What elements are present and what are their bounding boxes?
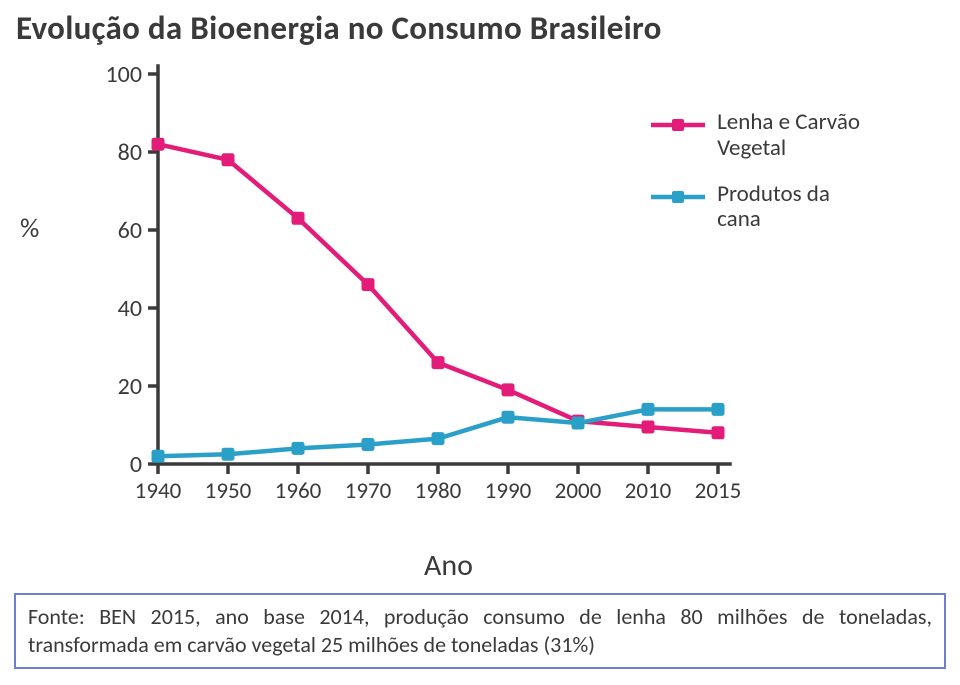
y-axis-label: % [20, 212, 39, 245]
legend-swatch [651, 116, 705, 134]
svg-text:2015: 2015 [695, 477, 742, 505]
source-box: Fonte: BEN 2015, ano base 2014, produção… [14, 593, 946, 669]
svg-text:0: 0 [130, 450, 142, 479]
svg-text:1970: 1970 [345, 477, 392, 505]
svg-text:1940: 1940 [135, 477, 182, 505]
svg-text:2010: 2010 [625, 477, 672, 505]
legend-label: Lenha e Carvão Vegetal [717, 110, 860, 162]
x-axis-label: Ano [424, 547, 473, 584]
legend-item: Lenha e Carvão Vegetal [651, 110, 860, 162]
page-title: Evolução da Bioenergia no Consumo Brasil… [16, 8, 946, 48]
svg-text:1960: 1960 [275, 477, 322, 505]
svg-text:80: 80 [118, 138, 142, 167]
svg-text:60: 60 [118, 216, 142, 245]
slide-page: Evolução da Bioenergia no Consumo Brasil… [0, 0, 960, 685]
svg-text:100: 100 [106, 60, 143, 89]
svg-text:2000: 2000 [555, 477, 602, 505]
chart-container: % 02040608010019401950196019701980199020… [64, 54, 884, 574]
legend: Lenha e Carvão Vegetal Produtos da cana [651, 110, 860, 253]
legend-label: Produtos da cana [717, 182, 830, 234]
legend-swatch [651, 188, 705, 206]
svg-text:20: 20 [118, 372, 142, 401]
svg-text:1990: 1990 [485, 477, 532, 505]
svg-text:40: 40 [118, 294, 142, 323]
svg-text:1950: 1950 [205, 477, 252, 505]
svg-text:1980: 1980 [415, 477, 462, 505]
legend-item: Produtos da cana [651, 182, 860, 234]
